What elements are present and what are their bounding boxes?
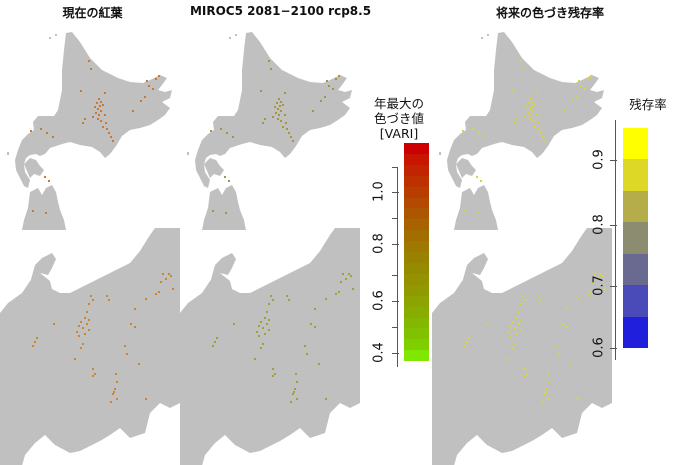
ratio-tick xyxy=(610,348,617,349)
map-panel-future xyxy=(180,15,360,465)
colorbar-segment xyxy=(404,208,429,220)
vari-legend-title-line-1: 年最大の xyxy=(373,96,424,111)
vari-legend-title-line-2: 色づき値 xyxy=(373,111,424,126)
title-retention-ratio: 将来の色づき残存率 xyxy=(495,6,604,20)
vari-minor-tick xyxy=(392,327,398,328)
vari-tick-label: 0.6 xyxy=(371,290,387,311)
title-current-foliage: 現在の紅葉 xyxy=(62,6,123,20)
ratio-tick-label: 0.9 xyxy=(591,149,607,170)
ratio-axis-line xyxy=(615,120,616,360)
colorbar-segment xyxy=(623,316,648,348)
ratio-colorbar xyxy=(623,128,648,348)
colorbar-segment xyxy=(404,317,429,329)
colorbar-segment xyxy=(404,262,429,274)
map-panel-current xyxy=(0,15,180,465)
title-future-scenario: MIROC5 2081−2100 rcp8.5 xyxy=(189,4,372,18)
vari-tick-label: 1.0 xyxy=(371,181,387,202)
colorbar-segment xyxy=(404,284,429,296)
ratio-tick-label: 0.7 xyxy=(591,275,607,296)
colorbar-segment xyxy=(404,153,429,165)
vari-tick xyxy=(392,301,399,302)
colorbar-segment xyxy=(623,190,648,223)
map-panel-ratio xyxy=(432,15,612,465)
vari-tick xyxy=(392,353,399,354)
colorbar-segment xyxy=(404,230,429,242)
colorbar-segment xyxy=(404,339,429,351)
colorbar-segment xyxy=(404,164,429,176)
vari-legend-title-line-3: [VARI] xyxy=(379,126,419,141)
colorbar-segment xyxy=(623,159,648,191)
ratio-tick-label: 0.8 xyxy=(591,214,607,235)
vari-colorbar xyxy=(404,143,429,362)
colorbar-segment xyxy=(404,328,429,340)
colorbar-segment xyxy=(404,175,429,187)
vari-tick xyxy=(392,244,399,245)
ratio-tick xyxy=(610,160,617,161)
colorbar-segment xyxy=(404,252,429,263)
colorbar-segment xyxy=(623,128,648,160)
vari-minor-tick xyxy=(392,275,398,276)
colorbar-segment xyxy=(404,306,429,318)
vari-tick-label: 0.4 xyxy=(371,342,387,363)
colorbar-segment xyxy=(404,197,429,209)
colorbar-segment xyxy=(623,253,648,286)
colorbar-segment xyxy=(623,222,648,254)
colorbar-segment xyxy=(404,143,429,154)
ratio-tick xyxy=(610,286,617,287)
vari-axis-line xyxy=(397,167,398,367)
colorbar-segment xyxy=(404,350,429,362)
colorbar-segment xyxy=(404,295,429,307)
colorbar-segment xyxy=(404,241,429,253)
colorbar-segment xyxy=(404,186,429,198)
ratio-legend-title: 残存率 xyxy=(629,97,667,112)
ratio-tick xyxy=(610,225,617,226)
vari-minor-tick xyxy=(392,218,398,219)
vari-minor-tick xyxy=(392,167,398,168)
vari-tick-label: 0.8 xyxy=(371,233,387,254)
colorbar-segment xyxy=(404,273,429,285)
vari-tick xyxy=(392,192,399,193)
colorbar-segment xyxy=(404,219,429,231)
vari-legend-title: 年最大の 色づき値 [VARI] xyxy=(360,96,438,141)
colorbar-segment xyxy=(623,285,648,317)
ratio-tick-label: 0.6 xyxy=(591,337,607,358)
